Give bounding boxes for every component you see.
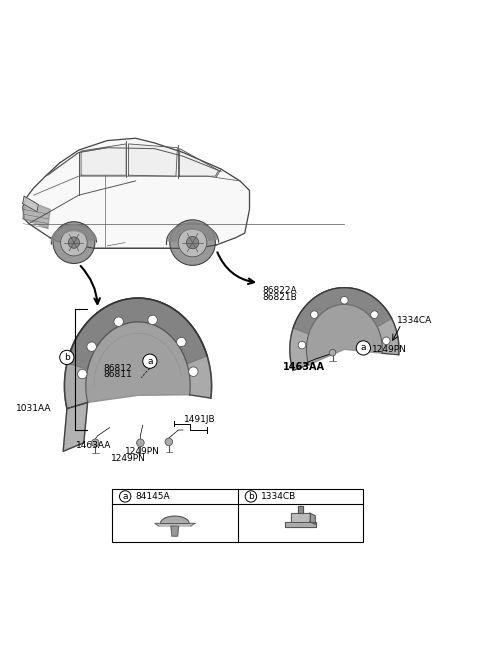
Polygon shape	[81, 144, 126, 175]
Text: 1334CA: 1334CA	[396, 316, 432, 325]
Circle shape	[245, 491, 257, 502]
Bar	[112, 489, 363, 541]
Circle shape	[179, 228, 207, 257]
Circle shape	[165, 438, 173, 445]
Circle shape	[329, 350, 336, 356]
Text: 1491JB: 1491JB	[184, 415, 216, 424]
Text: 84145A: 84145A	[136, 492, 170, 501]
Text: 86822A: 86822A	[263, 287, 298, 295]
Text: a: a	[360, 344, 366, 352]
Polygon shape	[63, 403, 87, 451]
Text: 86811: 86811	[103, 371, 132, 379]
Circle shape	[371, 311, 378, 318]
Polygon shape	[23, 200, 50, 228]
Circle shape	[143, 354, 157, 368]
Polygon shape	[291, 513, 310, 522]
Polygon shape	[298, 506, 303, 513]
Circle shape	[53, 222, 95, 264]
Text: 1463AA: 1463AA	[283, 362, 324, 372]
Polygon shape	[64, 298, 212, 409]
Polygon shape	[64, 298, 212, 409]
Text: 1334CB: 1334CB	[261, 492, 297, 501]
Polygon shape	[129, 144, 178, 176]
Polygon shape	[160, 516, 189, 523]
Circle shape	[114, 317, 123, 327]
Text: 1249PN: 1249PN	[125, 447, 160, 456]
Polygon shape	[285, 522, 316, 527]
Text: 1031AA: 1031AA	[16, 404, 51, 413]
Text: 1249PN: 1249PN	[111, 454, 146, 463]
Circle shape	[120, 491, 131, 502]
Text: b: b	[248, 492, 254, 501]
Text: a: a	[122, 492, 128, 501]
Circle shape	[78, 369, 87, 379]
Circle shape	[60, 350, 74, 365]
Circle shape	[383, 337, 390, 344]
Text: 86821B: 86821B	[263, 293, 298, 302]
Polygon shape	[171, 526, 179, 536]
Circle shape	[298, 341, 306, 349]
Circle shape	[87, 342, 96, 352]
Text: 86812: 86812	[103, 364, 132, 373]
Circle shape	[189, 367, 198, 377]
Text: 1463AA: 1463AA	[76, 441, 112, 450]
Circle shape	[60, 230, 87, 256]
Polygon shape	[290, 288, 399, 371]
Polygon shape	[23, 138, 250, 248]
Polygon shape	[306, 304, 382, 365]
Polygon shape	[23, 196, 38, 212]
Circle shape	[137, 439, 144, 447]
Circle shape	[68, 237, 80, 248]
Text: a: a	[147, 357, 153, 365]
Circle shape	[92, 439, 99, 447]
Polygon shape	[67, 298, 207, 369]
Text: 1249PN: 1249PN	[372, 345, 407, 354]
Text: b: b	[64, 353, 70, 362]
Circle shape	[356, 341, 371, 355]
Circle shape	[311, 311, 318, 318]
Polygon shape	[293, 288, 392, 334]
Polygon shape	[155, 523, 195, 526]
Circle shape	[186, 236, 199, 249]
Circle shape	[148, 315, 157, 325]
Circle shape	[170, 220, 216, 266]
Circle shape	[341, 297, 348, 304]
Polygon shape	[179, 149, 219, 176]
Circle shape	[177, 337, 186, 347]
Polygon shape	[310, 513, 315, 524]
Polygon shape	[168, 222, 217, 241]
Polygon shape	[86, 322, 190, 403]
Polygon shape	[290, 288, 399, 371]
Polygon shape	[51, 224, 96, 241]
